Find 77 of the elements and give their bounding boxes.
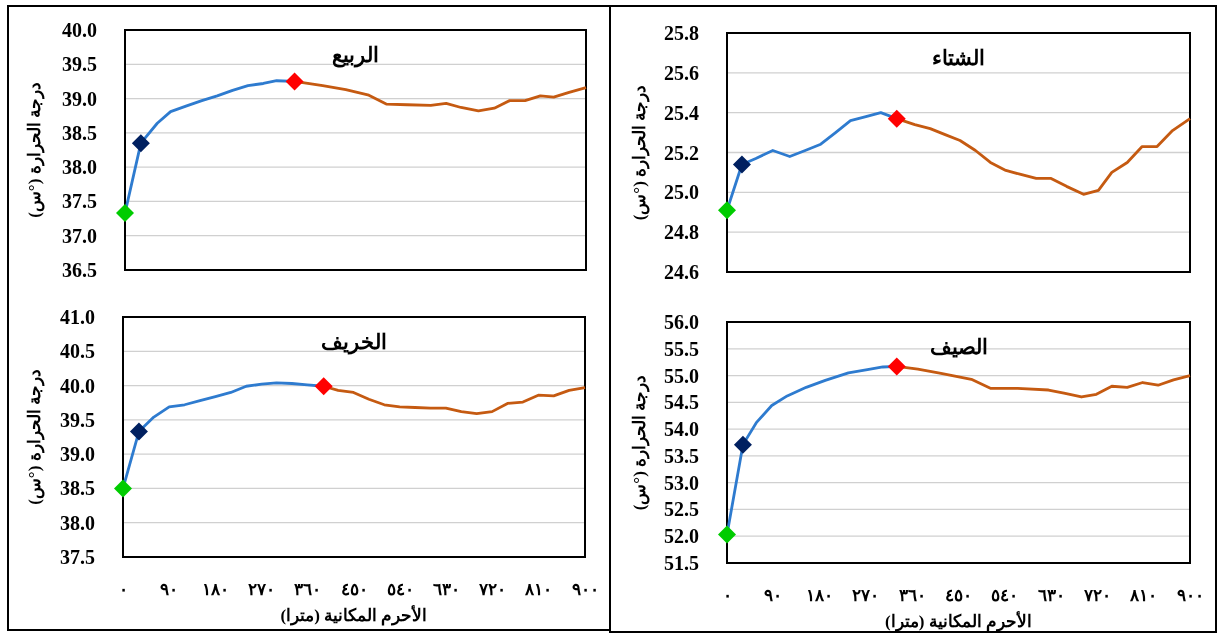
y-tick-label: 55.0 [664, 364, 699, 387]
y-tick-label: 41.0 [60, 306, 95, 328]
x-tick-label: ٧٢٠ [1082, 586, 1111, 605]
x-tick-label: ٨١٠ [524, 580, 553, 599]
y-tick-label: 37.5 [60, 546, 95, 568]
x-tick-label: ٢٧٠ [248, 580, 276, 599]
y-tick-label: 39.0 [60, 443, 95, 466]
point [131, 134, 150, 153]
text: الصيف [929, 335, 988, 359]
point [114, 479, 132, 498]
y-tick-label: 54.5 [664, 391, 699, 414]
y-tick-label: 38.5 [62, 121, 97, 144]
point [718, 201, 736, 220]
y-tick-label: 39.5 [60, 408, 95, 431]
x-tick-label: ٦٣٠ [432, 580, 460, 599]
point [116, 204, 134, 223]
x-tick-label: ٩٠٠ [571, 580, 599, 599]
text: الخريف [321, 330, 387, 355]
y-tick-label: 53.0 [664, 471, 699, 494]
text: الربيع [332, 43, 379, 68]
y-tick-label: 52.5 [664, 498, 699, 521]
y-tick-label: 38.0 [62, 156, 97, 179]
y-tick-label: 52.0 [664, 525, 699, 548]
x-tick-label: ١٨٠ [806, 586, 834, 605]
y-tick-label: 38.5 [60, 477, 95, 500]
x-tick-label: ٠ [722, 586, 732, 605]
x-axis-title: الأحرم المكانية (مترا) [280, 604, 428, 626]
y-tick-label: 37.0 [62, 224, 97, 247]
point [887, 357, 906, 376]
y-tick-label: 51.5 [664, 552, 699, 574]
x-axis-title: الأحرم المكانية (مترا) [885, 610, 1032, 632]
y-axis-title: درجة الحرارة (°س) [630, 374, 650, 511]
x-tick-label: ٨١٠ [1129, 586, 1158, 605]
y-tick-label: 24.8 [664, 221, 699, 244]
x-tick-label: ٤٥٠ [340, 580, 368, 599]
point [285, 72, 304, 91]
point [733, 435, 752, 454]
y-tick-label: 24.6 [664, 261, 699, 283]
x-tick-label: ٥٤٠ [386, 580, 414, 599]
y-tick-label: 39.5 [62, 53, 97, 76]
y-tick-label: 40.0 [60, 374, 95, 397]
y-axis-title: درجة الحرارة (°س) [25, 82, 45, 218]
y-tick-label: 25.2 [664, 141, 699, 164]
point [314, 377, 333, 396]
point [718, 525, 736, 544]
y-tick-label: 25.0 [664, 181, 699, 204]
y-tick-label: 56.0 [664, 311, 699, 333]
x-tick-label: ٩٠ [764, 586, 783, 605]
y-tick-label: 25.8 [664, 22, 699, 44]
x-tick-label: ٤٥٠ [945, 586, 972, 605]
x-tick-label: ١٨٠ [201, 580, 229, 599]
y-tick-label: 37.5 [62, 190, 97, 213]
y-tick-label: 36.5 [62, 259, 97, 281]
y-tick-label: 25.6 [664, 61, 699, 84]
x-tick-label: ٩٠٠ [1176, 586, 1204, 605]
y-tick-label: 39.0 [62, 87, 97, 110]
x-tick-label: ٩٠ [160, 580, 179, 599]
y-tick-label: 40.0 [62, 19, 97, 41]
x-tick-label: ٦٣٠ [1037, 586, 1065, 605]
y-tick-label: 53.5 [664, 444, 699, 467]
y-tick-label: 40.5 [60, 340, 95, 363]
x-tick-label: ٥٤٠ [991, 586, 1019, 605]
x-tick-label: ٣٦٠ [294, 580, 322, 599]
x-tick-label: ٣٦٠ [898, 586, 926, 605]
y-axis-title: درجة الحرارة (°س) [25, 369, 45, 505]
y-axis-title: درجة الحرارة (°س) [630, 84, 650, 221]
point [129, 422, 148, 441]
x-tick-label: ٧٢٠ [478, 580, 507, 599]
text: الشتاء [932, 46, 985, 70]
y-tick-label: 38.0 [60, 511, 95, 534]
x-tick-label: ٢٧٠ [852, 586, 880, 605]
point [732, 155, 751, 174]
y-tick-label: 25.4 [664, 101, 699, 124]
x-tick-label: ٠ [118, 580, 128, 599]
point [887, 109, 906, 128]
y-tick-label: 54.0 [664, 418, 699, 441]
y-tick-label: 55.5 [664, 337, 699, 360]
